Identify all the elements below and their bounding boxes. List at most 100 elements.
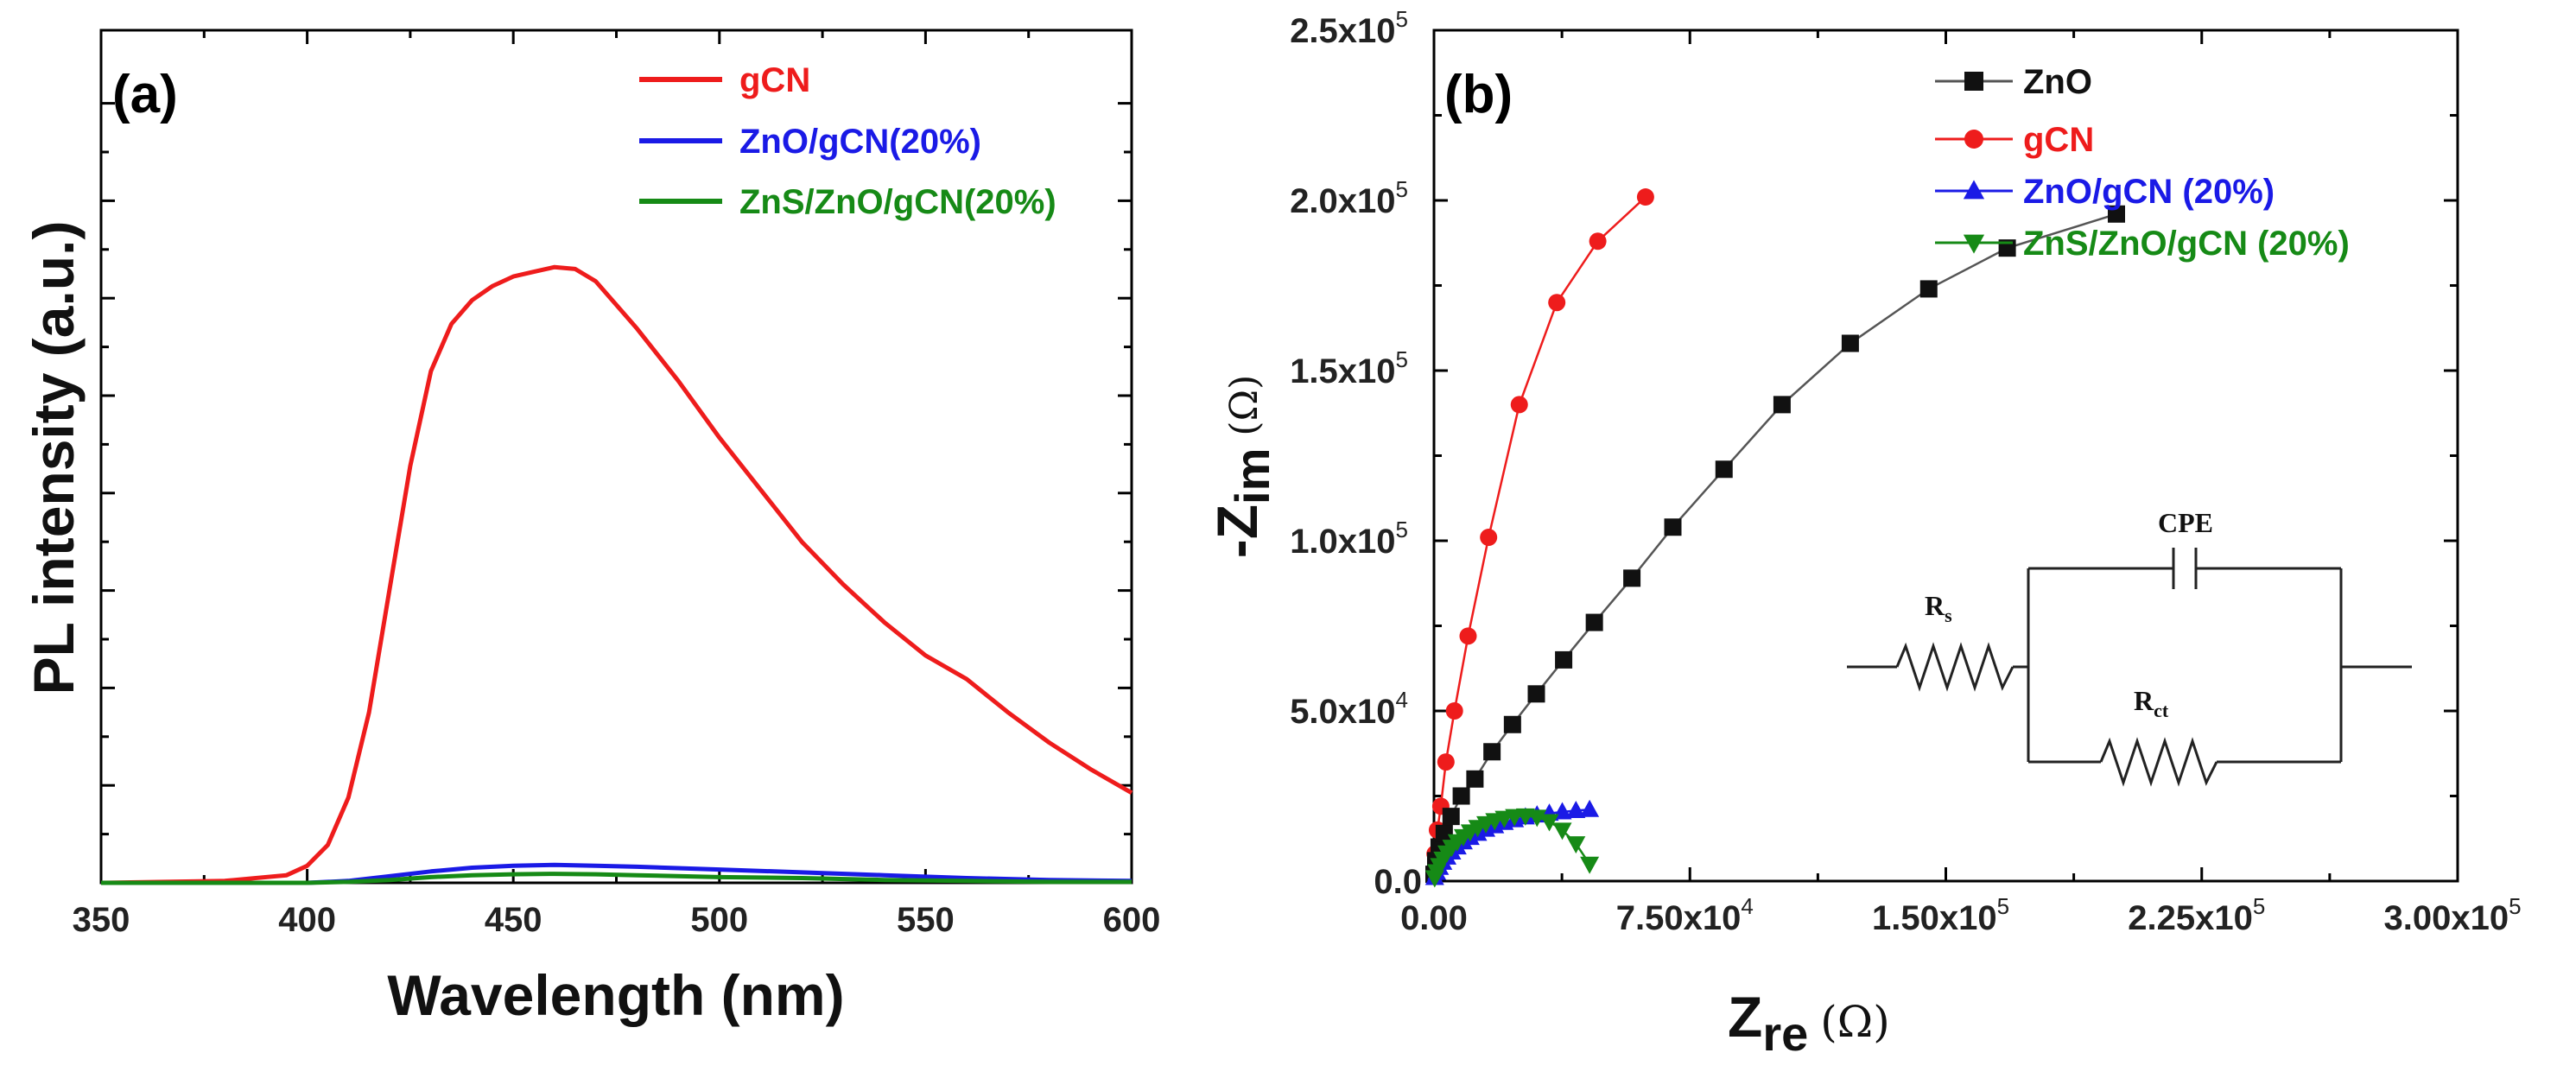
tick-mantissa: 2.0x10	[1290, 182, 1395, 220]
panel-b-point-circle	[1445, 702, 1463, 720]
legend-a-label-zns-zno-gcn: ZnS/ZnO/gCN(20%)	[739, 183, 1056, 221]
circuit-label-rct-main: R	[2134, 685, 2154, 716]
panel-b-point-square	[1623, 569, 1641, 587]
panel-a-x-tick-label: 600	[1103, 901, 1161, 939]
panel-b-y-title-sub: im	[1225, 448, 1279, 504]
panel-b-point-triangle-down	[1539, 814, 1559, 832]
panel-a-series-line-2	[101, 872, 1132, 885]
tick-exponent: 5	[1396, 346, 1408, 372]
legend-b-swatch-marker	[1963, 234, 1985, 254]
tick-exponent: 5	[1396, 517, 1408, 542]
panel-b-x-tick-label: 1.50x105	[1872, 893, 2009, 937]
panel-b-point-triangle-up	[1580, 799, 1600, 817]
panel-b-plot-frame	[1432, 29, 2459, 883]
tick-exponent: 4	[1741, 893, 1753, 919]
tick-mantissa: 2.5x10	[1290, 12, 1395, 50]
tick-mantissa: 0.00	[1400, 899, 1468, 937]
panel-b-x-tick-labels: 0.00 7.50x104 1.50x105 2.25x105 3.00x105	[1400, 893, 2521, 937]
panel-b-x-title-unit: (Ω)	[1820, 997, 1889, 1047]
legend-b-label-zns-zno-gcn: ZnS/ZnO/gCN (20%)	[2023, 225, 2350, 263]
legend-b-swatch-marker	[1964, 72, 1983, 91]
panel-b-point-square	[1841, 334, 1859, 352]
panel-b-series-line-1	[1433, 196, 1646, 854]
legend-b-label-zno: ZnO	[2023, 63, 2092, 101]
panel-a-x-axis-title: Wavelength (nm)	[387, 963, 844, 1027]
panel-b-point-triangle-down	[1580, 856, 1600, 874]
circuit-label-cpe: CPE	[2158, 507, 2213, 538]
panel-b-point-square	[1715, 460, 1733, 479]
panel-b-y-tick-label: 5.0x104	[1290, 687, 1408, 731]
panel-b-point-square	[1527, 685, 1545, 703]
panel-a-series	[100, 264, 1133, 885]
panel-a-x-tick-label: 450	[485, 901, 542, 939]
panel-a-x-tick-label: 550	[897, 901, 955, 939]
panel-b-point-square	[2108, 205, 2125, 223]
panel-a-x-tick-label: 500	[690, 901, 748, 939]
legend-b-label-gcn: gCN	[2023, 121, 2094, 159]
panel-b-point-square	[1483, 743, 1501, 761]
panel-b-point-square	[1503, 715, 1521, 733]
panel-b-legend: ZnO gCN ZnO/gCN (20%) ZnS/ZnO/gCN (20%)	[1935, 63, 2350, 263]
tick-mantissa: 5.0x10	[1290, 693, 1395, 731]
tick-exponent: 5	[1997, 893, 2009, 919]
circuit-label-rs-main: R	[1925, 590, 1945, 621]
panel-b-eis-chart: (b) 0.00 7.50x104 1.50x105 2.25x105 3.00x105…	[1205, 6, 2522, 1061]
panel-b-point-circle	[1480, 529, 1498, 547]
panel-b-point-square	[1664, 518, 1682, 536]
panel-b-series-line-0	[1432, 212, 2117, 875]
tick-mantissa: 1.5x10	[1290, 352, 1395, 390]
panel-b-point-square	[1555, 650, 1573, 669]
panel-b-y-tick-label: 1.5x105	[1290, 346, 1408, 390]
legend-a-label-zno-gcn: ZnO/gCN(20%)	[739, 123, 981, 161]
panel-b-point-triangle-up	[1566, 800, 1586, 818]
tick-exponent: 5	[2253, 893, 2265, 919]
rct-resistor	[2099, 737, 2218, 787]
equivalent-circuit-inset	[1847, 548, 2412, 787]
panel-b-point-square	[1585, 613, 1603, 631]
panel-b-y-axis-title: -Zim (Ω)	[1205, 375, 1279, 558]
tick-exponent: 4	[1396, 687, 1408, 713]
circuit-label-rct: Rct	[2134, 685, 2169, 721]
panel-b-y-title-unit: (Ω)	[1222, 375, 1266, 436]
tick-exponent: 5	[1396, 176, 1408, 202]
legend-b-swatch-marker	[1963, 180, 1985, 200]
panel-a-pl-chart: (a) Wavelength (nm) PL intensity (a.u.) …	[22, 29, 1161, 1027]
panel-b-label: (b)	[1444, 65, 1513, 124]
legend-b-swatch-marker	[1964, 130, 1983, 149]
panel-b-point-square	[1442, 808, 1460, 826]
panel-b-x-axis-title: Zre (Ω)	[1728, 985, 1890, 1061]
tick-mantissa: 7.50x10	[1616, 899, 1742, 937]
panel-b-point-triangle-down	[1566, 836, 1586, 854]
panel-b-point-square	[1919, 280, 1938, 298]
panel-b-y-title-prefix: -Z	[1205, 504, 1269, 558]
legend-b-label-zno-gcn: ZnO/gCN (20%)	[2023, 173, 2275, 211]
panel-a-x-tick-label: 400	[278, 901, 336, 939]
panel-a-x-tick-labels: 350 400 450 500 550 600	[73, 901, 1161, 939]
panel-b-y-tick-label: 2.0x105	[1290, 176, 1408, 220]
panel-b-point-circle	[1548, 294, 1566, 312]
panel-a-legend: gCN ZnO/gCN(20%) ZnS/ZnO/gCN(20%)	[639, 61, 1056, 221]
panel-b-ticks	[1432, 29, 2459, 883]
circuit-label-rct-sub: ct	[2154, 700, 2169, 721]
panel-b-y-tick-label: 2.5x105	[1290, 6, 1408, 50]
panel-b-series	[1424, 188, 2125, 888]
panel-b-x-title-main: Z	[1728, 985, 1762, 1049]
panel-b-point-triangle-down	[1527, 809, 1547, 828]
panel-b-point-circle	[1459, 627, 1477, 645]
panel-b-point-square	[1452, 787, 1470, 805]
panel-a-series-line-1	[101, 862, 1133, 885]
panel-b-point-square	[1773, 396, 1791, 414]
tick-exponent: 5	[1396, 6, 1408, 32]
circuit-label-rs: Rs	[1925, 590, 1952, 626]
panel-b-x-tick-label: 7.50x104	[1616, 893, 1754, 937]
tick-mantissa: 0.0	[1374, 863, 1422, 901]
panel-b-point-circle	[1589, 232, 1607, 251]
panel-b-point-circle	[1510, 396, 1528, 414]
panel-b-point-circle	[1437, 753, 1455, 771]
panel-a-series-line-0	[100, 264, 1133, 885]
panel-a-x-tick-label: 350	[73, 901, 130, 939]
panel-b-x-title-sub: re	[1762, 1006, 1808, 1061]
legend-a-label-gcn: gCN	[739, 61, 810, 99]
